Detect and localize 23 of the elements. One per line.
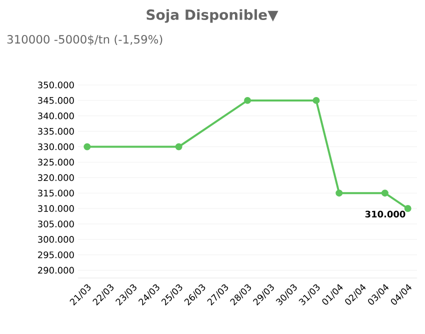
y-tick-label: 340.000	[38, 112, 74, 120]
chart-title: Soja Disponible▼	[146, 9, 278, 23]
point	[404, 205, 412, 212]
y-tick-label: 290.000	[38, 266, 74, 274]
y-tick-label: 350.000	[38, 82, 74, 88]
y-tick-label: 315.000	[38, 190, 74, 196]
point	[84, 143, 91, 150]
y-tick-label: 300.000	[38, 236, 74, 243]
y-tick-label: 335.000	[38, 128, 74, 135]
point	[381, 190, 388, 197]
y-tick-label: 320.000	[38, 174, 74, 182]
point	[336, 190, 343, 197]
point	[312, 96, 320, 104]
y-tick-label: 330.000	[38, 143, 74, 150]
y-tick-label: 305.000	[38, 220, 74, 228]
point	[244, 96, 251, 104]
y-tick-label: 310.000	[38, 205, 74, 212]
y-tick-label: 345.000	[38, 97, 74, 104]
y-tick-label: 295.000	[38, 251, 74, 258]
annotation: 310.000	[365, 210, 406, 218]
point	[175, 143, 182, 150]
chart-subtitle: 310000 -5000$/tn (-1,59%)	[7, 34, 162, 46]
y-tick-label: 325.000	[38, 158, 74, 166]
